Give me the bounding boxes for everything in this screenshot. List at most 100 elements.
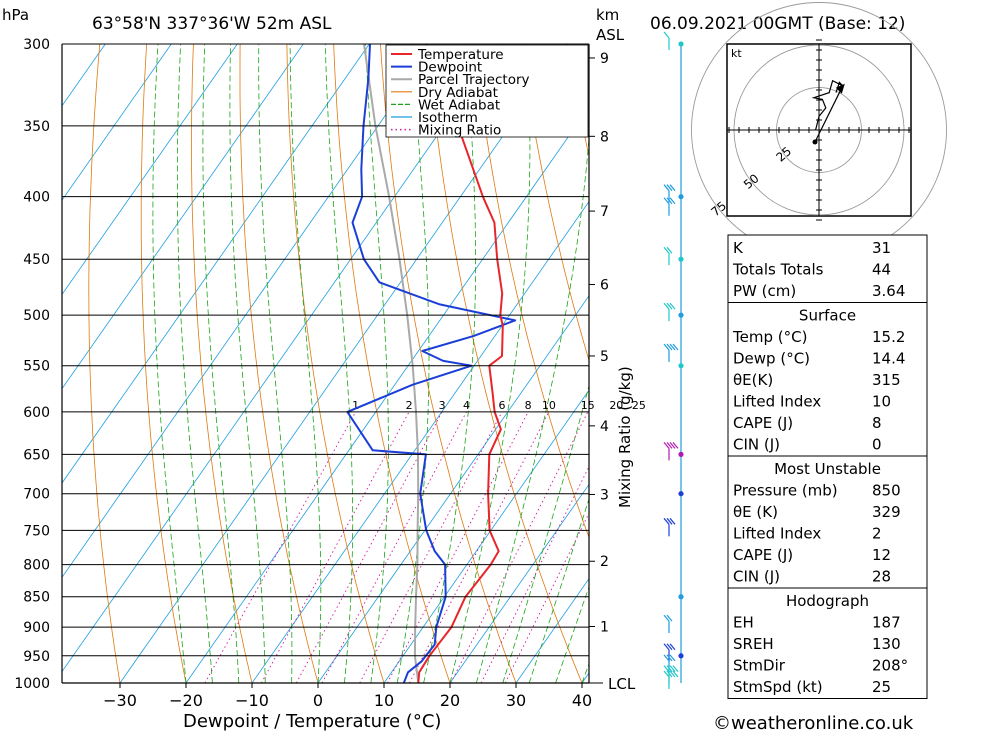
mixing-ratio-axis-label: Mixing Ratio (g/kg) [616,366,634,508]
indices-row-value: 10 [872,393,891,411]
profile-lines [346,44,517,683]
wet-adiabat-line [423,44,476,683]
wind-profile-dot [678,653,684,659]
dry-adiabat-line [942,44,1000,683]
wet-adiabat-line [177,44,213,683]
indices-row-label: Temp (°C) [732,328,807,346]
location-title: 63°58'N 337°36'W 52m ASL [92,14,332,34]
wind-barb [663,31,670,50]
pressure-tick-label: 400 [23,190,50,206]
dry-adiabat-line [333,44,451,683]
legend-label: Isotherm [418,110,478,126]
indices-table: K 31 Totals Totals 44 PW (cm) 3.64 Surface Temp… [727,234,928,699]
indices-row-label: CIN (J) [733,436,780,454]
mixing-ratio-value: 25 [632,399,646,412]
indices-row-label: K [733,239,744,257]
indices-row-value: 0 [872,436,882,454]
wind-profile-dot [678,256,684,262]
wind-barb [663,343,679,362]
pressure-tick-label: 600 [23,405,50,421]
wet-adiabat-line [476,133,589,683]
x-tick-label: 40 [572,691,592,710]
wet-adiabat-line [528,497,589,683]
isotherm-line [251,200,589,683]
indices-section-title: Hodograph [786,592,869,610]
indices-row-label: StmSpd (kt) [733,678,823,696]
wet-adiabat-line [502,384,589,683]
wind-profile-dot [678,594,684,600]
km-tick-label: 9 [600,51,609,67]
dry-adiabat-line [380,44,517,683]
wet-adiabat-line [202,44,240,683]
indices-row-value: 315 [872,371,901,389]
indices-row-label: StmDir [733,657,786,675]
copyright: ©weatheronline.co.uk [713,713,914,733]
pressure-tick-label: 500 [23,308,50,324]
km-tick-label: 7 [600,204,609,220]
mixing-ratio-value: 8 [525,399,532,412]
wind-barb [663,197,676,216]
indices-row-value: 2 [872,525,882,543]
isotherm-line [185,106,589,683]
indices-row-value: 44 [872,261,891,279]
hodograph-ring-label: 75 [708,199,729,220]
hpa-label: hPa [2,6,29,24]
asl-label: ASL [596,26,625,44]
indices-row-value: 8 [872,414,882,432]
pressure-tick-label: 300 [23,37,50,53]
indices-row-label: Totals Totals [732,261,824,279]
indices-row-label: CIN (J) [733,568,780,586]
legend-label: Temperature [417,47,504,63]
wind-barb [663,517,676,537]
km-label: km [596,6,619,24]
pressure-tick-label: 800 [23,558,50,574]
mixing-ratio-line [295,411,443,683]
indices-row-value: 329 [872,503,901,521]
mixing-ratio-line [409,411,550,683]
mixing-ratio-value: 10 [542,399,556,412]
indices-row-value: 25 [872,678,891,696]
isotherm-line [317,295,589,683]
indices-row-value: 15.2 [872,328,905,346]
mixing-ratio-line [504,512,589,683]
pressure-tick-label: 950 [23,649,50,665]
wind-profile-dot [678,491,684,497]
dry-adiabat-line [426,44,583,683]
indices-section-box [727,455,928,589]
mixing-ratio-value: 2 [406,399,413,412]
mixing-ratio-line [260,411,410,683]
wind-barb [663,302,676,322]
mixing-ratio-line [359,411,503,683]
mixing-ratio-line [386,411,529,683]
mixing-ratio-value: 4 [463,399,470,412]
legend-label: Mixing Ratio [418,123,501,139]
km-tick-label: 6 [600,278,609,294]
km-tick-label: 8 [600,129,609,145]
indices-row-value: 28 [872,568,891,586]
isotherm-line [62,44,172,201]
wet-adiabat-line [152,44,187,683]
x-tick-label: −30 [103,691,137,710]
mixing-ratio-value: 6 [498,399,505,412]
km-tick-label: 2 [600,554,609,570]
mixing-ratio-value: 1 [352,399,359,412]
indices-row-label: Lifted Index [733,393,821,411]
wind-barb [663,643,676,662]
wind-barb [663,614,673,634]
axes: 3003504004505005506006507007508008509009… [14,37,635,710]
pressure-tick-label: 350 [23,119,50,135]
wind-barb [663,246,673,266]
indices-row-value: 130 [872,635,901,653]
isotherm-line [62,44,304,390]
x-tick-label: 30 [506,691,526,710]
pressure-tick-label: 900 [23,620,50,636]
pressure-tick-label: 700 [23,487,50,503]
mixing-ratio-line [480,465,589,683]
pressure-tick-label: 850 [23,590,50,606]
km-tick-label: 5 [600,349,609,365]
indices-row-value: 3.64 [872,282,905,300]
indices-section-title: Surface [799,307,856,325]
x-tick-label: 0 [313,691,323,710]
wind-profile-dot [678,451,684,457]
